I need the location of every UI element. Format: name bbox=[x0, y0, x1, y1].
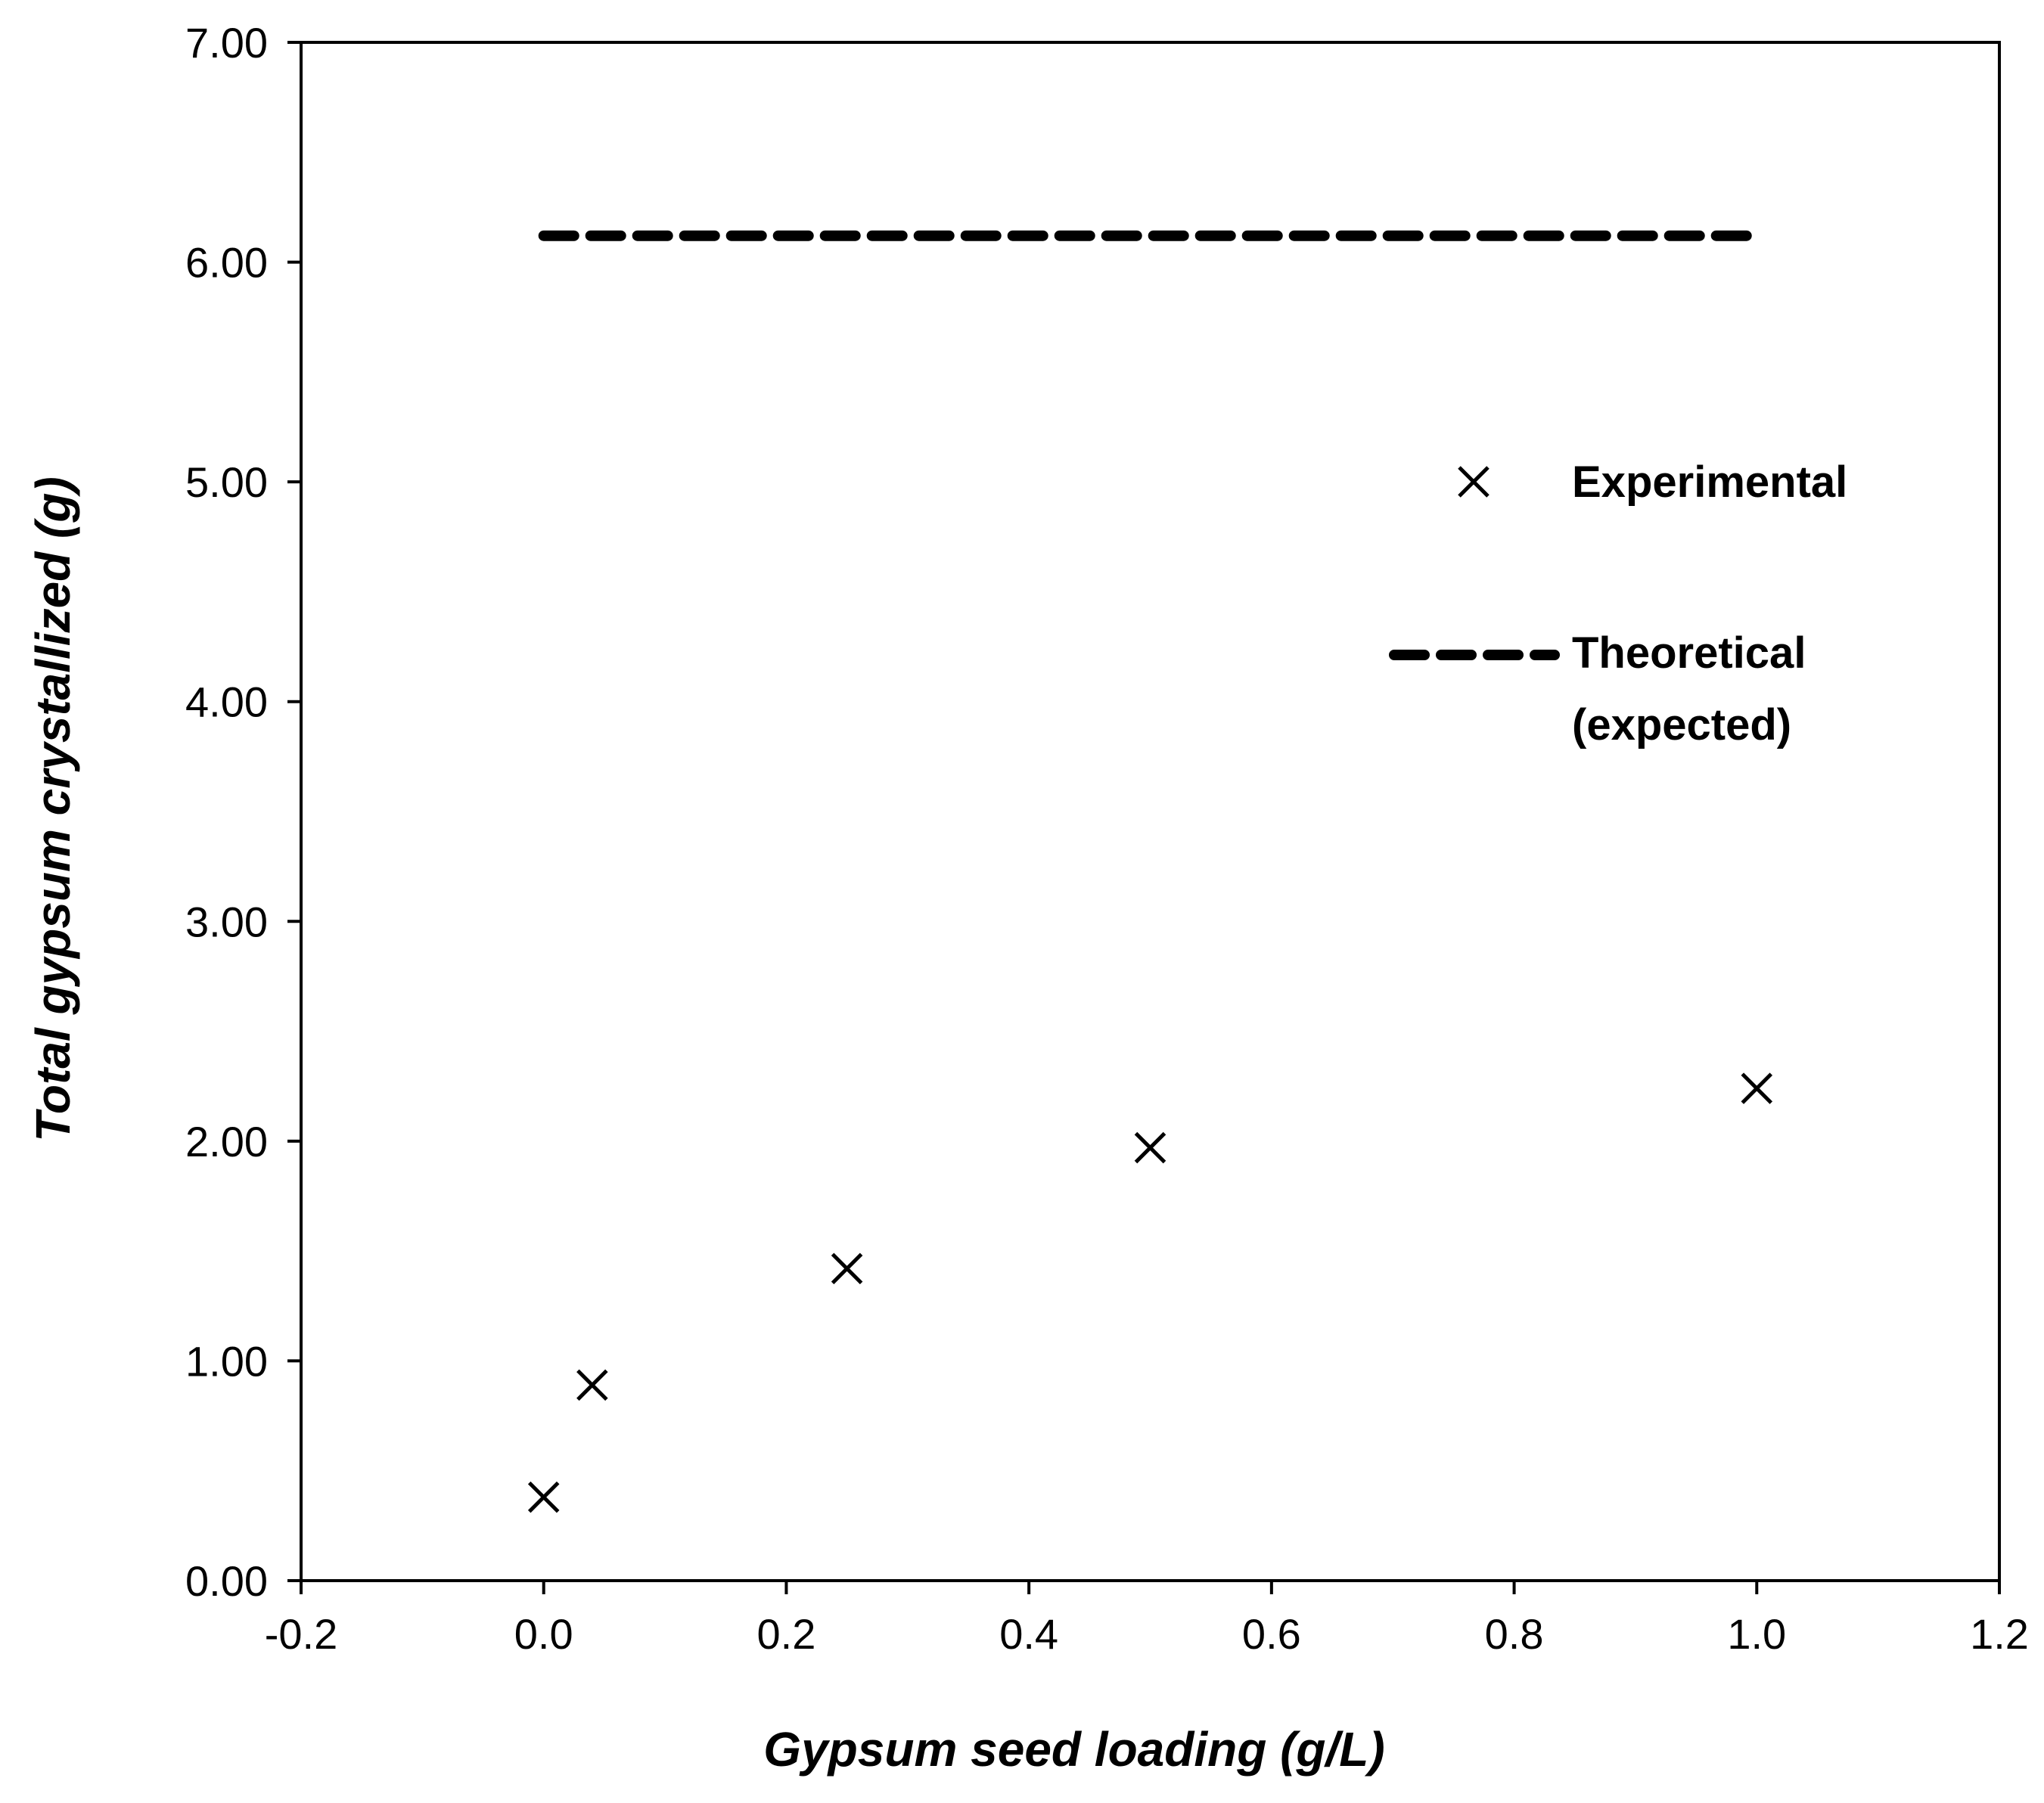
x-tick-label: 0.2 bbox=[756, 1610, 815, 1658]
legend-item-theoretical: Theoretical (expected) bbox=[1389, 628, 1806, 749]
legend-item-experimental: Experimental bbox=[1458, 458, 1847, 507]
plot-area-frame bbox=[300, 41, 2001, 1582]
y-tick-label: 0.00 bbox=[185, 1557, 268, 1605]
legend-label-theoretical-line2: (expected) bbox=[1572, 700, 1791, 749]
legend-x-symbol bbox=[1458, 466, 1490, 498]
x-tick-label: 1.2 bbox=[1970, 1610, 2029, 1658]
x-tick-label: 1.0 bbox=[1727, 1610, 1786, 1658]
x-tick-label: 0.6 bbox=[1242, 1610, 1301, 1658]
x-axis-title: Gypsum seed loading (g/L) bbox=[763, 1722, 1384, 1777]
y-tick-label: 3.00 bbox=[185, 898, 268, 945]
x-tick-label: 0.4 bbox=[999, 1610, 1058, 1658]
x-tick-label: -0.2 bbox=[265, 1610, 338, 1658]
experimental-point bbox=[576, 1369, 608, 1401]
x-tick-label: 0.8 bbox=[1485, 1610, 1544, 1658]
experimental-point bbox=[527, 1481, 560, 1513]
legend-label-experimental: Experimental bbox=[1572, 458, 1847, 507]
y-tick-label: 5.00 bbox=[185, 458, 268, 506]
legend-marker-x-icon bbox=[1458, 466, 1490, 498]
y-tick-label: 2.00 bbox=[185, 1118, 268, 1165]
y-tick-label: 1.00 bbox=[185, 1337, 268, 1385]
y-tick-label: 4.00 bbox=[185, 678, 268, 726]
legend-label-theoretical-line1: Theoretical bbox=[1572, 628, 1806, 678]
y-axis-title: Total gypsum crystallized (g) bbox=[26, 476, 80, 1142]
y-tick-label: 7.00 bbox=[185, 19, 268, 67]
y-tick-label: 6.00 bbox=[185, 239, 268, 287]
x-tick-label: 0.0 bbox=[514, 1610, 573, 1658]
legend: Experimental Theoretical (expected) bbox=[1389, 458, 1847, 749]
experimental-point bbox=[1741, 1072, 1773, 1104]
experimental-point bbox=[831, 1252, 863, 1285]
experimental-point bbox=[1134, 1131, 1166, 1164]
